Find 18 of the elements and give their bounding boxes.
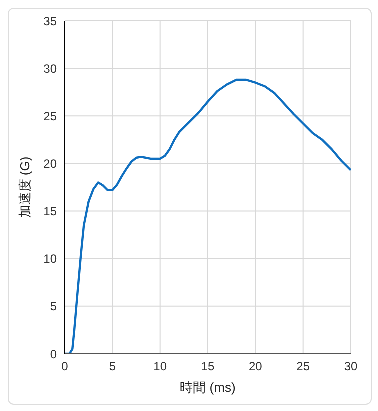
line-series bbox=[65, 78, 351, 354]
y-tick-label: 15 bbox=[44, 204, 58, 219]
y-tick-label: 35 bbox=[44, 14, 58, 28]
x-tick-label: 10 bbox=[154, 360, 168, 374]
x-tick-label: 20 bbox=[248, 360, 263, 374]
y-axis-title: 加速度 (G) bbox=[18, 156, 33, 218]
x-tick-label: 5 bbox=[109, 360, 116, 374]
x-tick-label: 15 bbox=[201, 360, 215, 374]
y-tick-label: 0 bbox=[50, 347, 58, 362]
x-tick-label: 25 bbox=[296, 360, 310, 374]
y-tick-label: 25 bbox=[44, 109, 58, 124]
x-tick-label: 0 bbox=[62, 360, 69, 374]
y-tick-label: 20 bbox=[44, 156, 58, 171]
x-tick-label: 30 bbox=[344, 360, 358, 374]
y-tick-label: 30 bbox=[44, 62, 58, 76]
y-tick-label: 5 bbox=[50, 300, 58, 314]
x-axis-title: 時間 (ms) bbox=[180, 380, 236, 395]
y-tick-label: 10 bbox=[44, 252, 58, 266]
